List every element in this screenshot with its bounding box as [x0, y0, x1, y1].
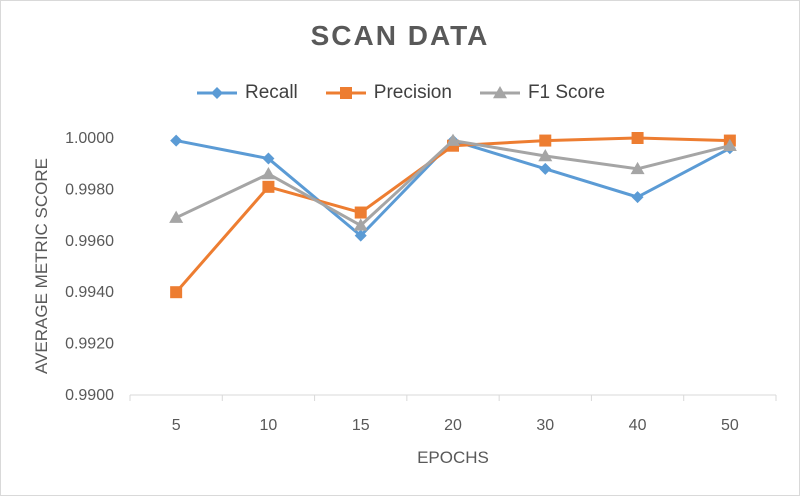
data-point-f1-score — [353, 218, 368, 231]
data-point-precision — [354, 206, 367, 219]
legend-label-precision: Precision — [373, 82, 452, 103]
x-axis-title: EPOCHS — [417, 448, 489, 467]
data-point-f1-score — [169, 210, 184, 223]
data-point-recall — [354, 229, 367, 242]
legend-marker-precision — [339, 87, 352, 99]
data-point-f1-score — [538, 148, 553, 162]
data-point-precision — [539, 134, 552, 147]
data-point-f1-score — [261, 166, 276, 180]
x-tick-label: 5 — [172, 417, 181, 434]
x-tick-label: 15 — [352, 417, 370, 434]
x-tick-label: 10 — [260, 417, 278, 434]
data-point-f1-score — [630, 161, 645, 175]
y-tick-label: 1.0000 — [65, 130, 114, 147]
legend-item-recall: Recall — [195, 82, 298, 104]
legend-swatch-recall — [196, 87, 237, 99]
data-point-recall — [262, 152, 275, 165]
data-point-f1-score — [722, 138, 737, 151]
y-axis-title: AVERAGE METRIC SCORE — [32, 158, 51, 374]
legend-label-f1-score: F1 Score — [527, 82, 606, 103]
legend-label-recall: Recall — [244, 82, 298, 103]
data-point-precision — [631, 132, 644, 144]
y-tick-label: 0.9900 — [65, 387, 114, 404]
legend-marker-recall — [210, 87, 223, 99]
series-line-recall — [175, 139, 731, 238]
y-tick-label: 0.9960 — [65, 233, 114, 250]
series-line-precision — [175, 136, 730, 294]
legend-swatch-f1-score — [479, 86, 520, 99]
legend: Recall Precision F1 Score — [0, 82, 800, 104]
series-line-f1-score — [175, 139, 731, 227]
y-tick-label: 0.9980 — [65, 181, 114, 198]
data-point-recall — [539, 162, 552, 175]
legend-marker-f1-score — [492, 86, 507, 99]
y-tick-label: 0.9920 — [65, 336, 114, 353]
data-point-precision — [262, 180, 275, 193]
data-point-recall — [170, 134, 183, 147]
x-tick-label: 30 — [536, 417, 554, 434]
data-point-f1-score — [446, 133, 460, 146]
data-point-precision — [170, 286, 183, 299]
x-tick-label: 50 — [721, 417, 739, 434]
x-tick-label: 40 — [629, 417, 647, 434]
legend-swatch-precision — [325, 87, 366, 99]
chart-title: SCAN DATA — [310, 20, 490, 51]
y-tick-label: 0.9940 — [65, 284, 114, 301]
x-tick-label: 20 — [444, 417, 462, 434]
legend-item-precision: Precision — [324, 82, 452, 104]
data-point-recall — [631, 191, 644, 204]
legend-item-f1-score: F1 Score — [478, 82, 605, 104]
